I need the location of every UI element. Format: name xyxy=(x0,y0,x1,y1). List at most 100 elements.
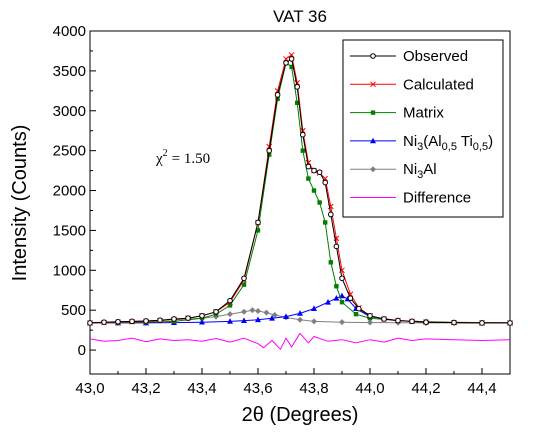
data-point-observed xyxy=(328,211,334,218)
data-point-observed xyxy=(356,305,362,312)
legend-label-part: Observed xyxy=(403,48,468,65)
data-point-observed xyxy=(347,295,354,302)
data-point-observed xyxy=(87,320,93,326)
legend-label-part: Ni xyxy=(403,161,417,178)
data-point-ni3al xyxy=(297,316,303,323)
data-point-ni3al xyxy=(339,319,345,326)
y-tick-label: 2500 xyxy=(53,143,86,160)
data-point-ni3al xyxy=(263,309,270,316)
legend-label: Calculated xyxy=(403,76,474,93)
legend-label: Matrix xyxy=(403,105,444,122)
legend-label: Observed xyxy=(403,48,468,65)
data-point-observed xyxy=(283,60,289,66)
legend-swatch-marker xyxy=(370,53,376,59)
data-point-observed xyxy=(305,163,312,170)
data-point-ni3al xyxy=(271,311,278,318)
x-tick-label: 43,0 xyxy=(75,380,104,397)
data-point-observed xyxy=(311,167,317,174)
data-point-observed xyxy=(288,56,295,62)
data-point-ni3alti xyxy=(269,314,275,321)
x-tick-label: 44,4 xyxy=(467,380,496,397)
data-point-observed xyxy=(266,147,273,154)
plot-area: 43,0 43,2 43,4 43,6 43,8 44,0 44,2 44,4 0 500 100… xyxy=(53,23,513,397)
y-tick-label: 3500 xyxy=(53,63,86,80)
y-tick-label: 2000 xyxy=(53,183,86,200)
y-tick-label: 0 xyxy=(78,342,86,359)
legend-box xyxy=(342,39,504,218)
data-point-observed xyxy=(300,131,306,138)
data-point-matrix xyxy=(241,282,247,287)
data-point-matrix xyxy=(267,152,272,157)
legend-swatch-marker xyxy=(370,137,376,144)
legend-item-observed: Observed xyxy=(350,48,468,65)
x-axis-title: 2θ (Degrees) xyxy=(242,404,359,426)
data-point-observed xyxy=(507,320,513,326)
data-point-matrix xyxy=(255,228,261,233)
data-point-matrix xyxy=(311,188,317,193)
series-difference xyxy=(89,332,511,351)
x-tick-label: 43,6 xyxy=(243,380,272,397)
legend-label-part: Ni xyxy=(403,133,417,150)
data-point-observed xyxy=(213,308,219,315)
legend-label-part: Ti xyxy=(457,133,473,150)
data-point-observed xyxy=(241,275,247,282)
legend-label-part: 3 xyxy=(417,169,423,181)
legend-label: Ni3(Al0,5 Ti0,5) xyxy=(403,133,493,153)
data-point-observed xyxy=(227,297,233,304)
data-point-ni3alti xyxy=(333,295,340,301)
data-point-observed xyxy=(143,318,149,324)
chart-title: VAT 36 xyxy=(273,7,327,26)
chi-power: 2 xyxy=(163,148,168,159)
data-point-observed xyxy=(479,320,485,326)
data-point-ni3alti xyxy=(297,310,303,316)
series-line-difference xyxy=(89,332,511,351)
plot-frame xyxy=(89,30,511,375)
data-point-observed xyxy=(322,179,329,186)
legend-swatch-marker xyxy=(370,166,376,173)
y-tick-label: 3000 xyxy=(53,103,86,120)
x-tick-label: 44,0 xyxy=(355,380,384,397)
data-point-observed xyxy=(409,318,415,325)
data-point-ni3al xyxy=(241,308,247,315)
data-point-matrix xyxy=(295,100,300,105)
data-point-ni3al xyxy=(311,318,317,325)
data-point-observed xyxy=(395,317,401,324)
y-tick-label: 1000 xyxy=(53,262,86,279)
data-point-matrix xyxy=(300,148,305,153)
data-point-observed xyxy=(423,319,429,325)
data-point-observed xyxy=(255,219,261,226)
legend-item-difference: Difference xyxy=(350,190,471,207)
x-tick-label: 44,2 xyxy=(411,380,440,397)
chi-symbol: χ xyxy=(155,151,163,167)
data-point-matrix xyxy=(306,176,311,181)
data-point-observed xyxy=(381,316,387,322)
data-point-calculated xyxy=(266,143,273,150)
data-point-ni3alti xyxy=(325,299,331,305)
data-point-ni3al xyxy=(255,307,261,314)
legend-swatch-marker xyxy=(370,81,376,88)
data-point-observed xyxy=(101,319,107,325)
legend-label-part: (Al xyxy=(423,133,441,150)
data-point-matrix xyxy=(323,220,328,225)
data-point-observed xyxy=(274,92,281,98)
legend-label-part: ) xyxy=(488,133,493,150)
legend-item-ni3al: Ni3Al xyxy=(350,161,437,181)
legend-label-part: 0,5 xyxy=(473,141,488,153)
legend-item-matrix: Matrix xyxy=(350,105,444,122)
legend-item-ni3alti: Ni3(Al0,5 Ti0,5) xyxy=(350,133,493,153)
legend-label-part: Difference xyxy=(403,190,471,207)
data-point-observed xyxy=(185,315,191,321)
series-layer xyxy=(87,52,513,351)
data-point-calculated xyxy=(305,159,312,166)
x-tick-label: 43,2 xyxy=(131,380,160,397)
data-point-observed xyxy=(115,318,121,325)
x-axis: 43,0 43,2 43,4 43,6 43,8 44,0 44,2 44,4 xyxy=(75,368,497,397)
series-observed xyxy=(87,56,513,326)
data-point-observed xyxy=(157,317,163,323)
chi-value: = 1.50 xyxy=(172,151,210,167)
data-point-observed xyxy=(339,275,345,282)
x-tick-label: 43,8 xyxy=(299,380,328,397)
legend-label-part: Matrix xyxy=(403,105,444,122)
